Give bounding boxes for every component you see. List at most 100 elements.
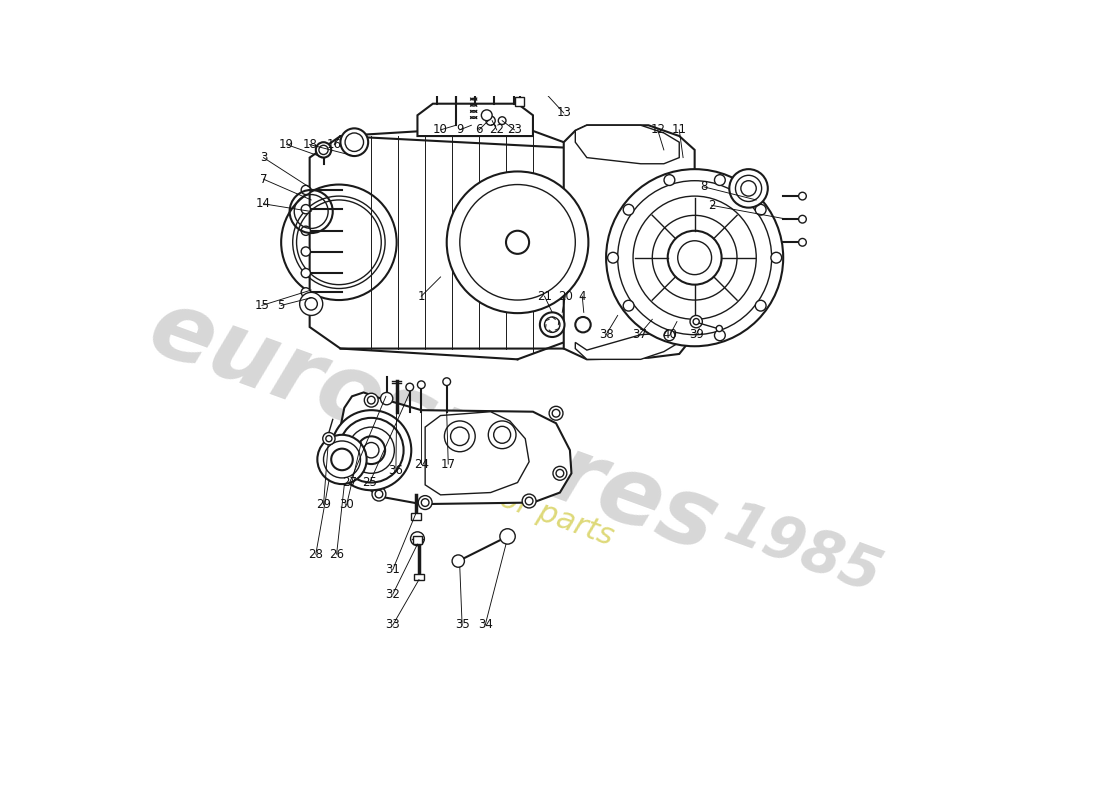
Text: 25: 25 <box>362 476 377 489</box>
Text: 24: 24 <box>414 458 429 470</box>
Text: 22: 22 <box>490 123 504 136</box>
Circle shape <box>301 247 310 256</box>
Text: 7: 7 <box>260 173 267 186</box>
Text: 26: 26 <box>329 548 344 561</box>
Polygon shape <box>575 126 680 164</box>
Circle shape <box>460 185 575 300</box>
Circle shape <box>316 142 331 158</box>
Polygon shape <box>341 393 572 504</box>
Text: 37: 37 <box>631 328 647 341</box>
Text: 33: 33 <box>385 618 400 631</box>
Circle shape <box>756 300 766 311</box>
Text: 21: 21 <box>537 290 552 302</box>
Circle shape <box>756 204 766 215</box>
Circle shape <box>299 292 322 315</box>
Circle shape <box>509 81 518 88</box>
Circle shape <box>690 315 703 328</box>
Text: 18: 18 <box>302 138 317 151</box>
Circle shape <box>372 487 386 501</box>
Circle shape <box>491 81 498 88</box>
Polygon shape <box>575 327 680 359</box>
Text: 3: 3 <box>260 151 267 164</box>
Circle shape <box>319 146 328 154</box>
Text: a passion for parts: a passion for parts <box>340 426 618 551</box>
Circle shape <box>486 116 495 126</box>
Circle shape <box>406 383 414 391</box>
Text: 2: 2 <box>707 199 715 212</box>
Circle shape <box>618 181 772 334</box>
Circle shape <box>488 421 516 449</box>
Text: eurospares: eurospares <box>136 282 729 573</box>
Text: 39: 39 <box>689 328 704 341</box>
Circle shape <box>664 174 674 186</box>
Circle shape <box>301 186 310 194</box>
Circle shape <box>522 494 536 508</box>
Circle shape <box>540 312 564 337</box>
Circle shape <box>715 330 725 341</box>
Circle shape <box>482 110 492 121</box>
Circle shape <box>421 498 429 506</box>
Circle shape <box>322 433 335 445</box>
Circle shape <box>323 441 361 478</box>
Circle shape <box>432 81 440 88</box>
Text: 30: 30 <box>339 498 354 511</box>
Circle shape <box>506 230 529 254</box>
Bar <box>515 97 525 106</box>
Text: 40: 40 <box>662 328 678 341</box>
Circle shape <box>736 175 761 202</box>
Circle shape <box>301 226 310 235</box>
Circle shape <box>549 406 563 420</box>
Circle shape <box>668 230 722 285</box>
Polygon shape <box>418 104 534 136</box>
Text: 6: 6 <box>475 123 483 136</box>
Circle shape <box>363 442 378 458</box>
Text: 13: 13 <box>557 106 571 119</box>
Circle shape <box>418 496 432 510</box>
Text: 9: 9 <box>456 123 463 136</box>
Circle shape <box>494 426 510 443</box>
Circle shape <box>447 171 588 313</box>
Text: 12: 12 <box>650 123 666 136</box>
Circle shape <box>341 128 368 156</box>
Circle shape <box>345 133 363 151</box>
Circle shape <box>741 181 757 196</box>
Circle shape <box>678 241 712 274</box>
Circle shape <box>607 252 618 263</box>
Circle shape <box>624 300 634 311</box>
Circle shape <box>606 169 783 346</box>
Polygon shape <box>563 126 695 359</box>
Text: 38: 38 <box>598 328 614 341</box>
Circle shape <box>331 449 353 470</box>
Circle shape <box>367 396 375 404</box>
Circle shape <box>358 436 385 464</box>
Circle shape <box>452 81 460 88</box>
Text: 34: 34 <box>477 618 493 631</box>
Circle shape <box>799 215 806 223</box>
Circle shape <box>364 394 378 407</box>
Circle shape <box>339 418 404 482</box>
Circle shape <box>452 555 464 567</box>
Text: 15: 15 <box>254 299 270 312</box>
Circle shape <box>575 317 591 332</box>
Circle shape <box>526 497 534 505</box>
Polygon shape <box>310 136 594 349</box>
Circle shape <box>331 410 411 490</box>
Circle shape <box>652 215 737 300</box>
Text: 19: 19 <box>279 138 294 151</box>
Circle shape <box>305 298 318 310</box>
Circle shape <box>771 252 782 263</box>
Circle shape <box>799 238 806 246</box>
Text: 23: 23 <box>507 123 521 136</box>
Circle shape <box>715 174 725 186</box>
Circle shape <box>301 205 310 214</box>
Circle shape <box>552 410 560 417</box>
Circle shape <box>451 86 461 94</box>
Bar <box>412 537 422 544</box>
Circle shape <box>418 381 426 389</box>
Circle shape <box>375 490 383 498</box>
Text: 11: 11 <box>672 123 686 136</box>
Text: 28: 28 <box>308 548 323 561</box>
Circle shape <box>499 529 515 544</box>
Text: 1: 1 <box>418 290 425 302</box>
Circle shape <box>624 204 634 215</box>
